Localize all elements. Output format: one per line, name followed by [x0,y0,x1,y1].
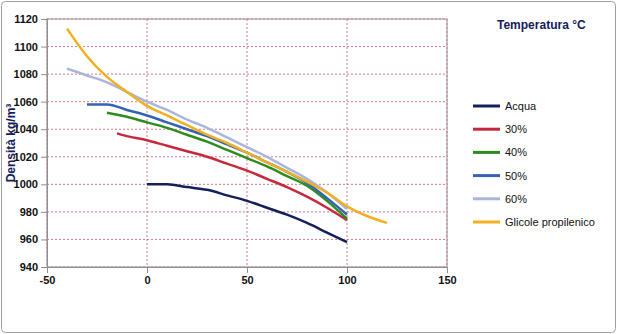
grid-line [347,19,348,267]
y-axis: 940 960 980 1000 1020 1040 1060 1080 1100 1120 [14,13,48,273]
legend-label: Glicole propilenico [505,216,595,228]
tick-label: -50 [40,274,56,286]
chart-container: 9409609801000102010401060108011001120-50… [0,0,617,334]
tick-label: 100 [338,274,356,286]
legend-label: 50% [505,170,527,182]
tick: 980 [20,206,47,218]
tick-mark [41,74,47,75]
chart-svg: 9409609801000102010401060108011001120-50… [0,0,617,334]
legend-label: 60% [505,193,527,205]
grid-line [247,19,248,267]
tick: 1040 [14,123,47,135]
legend-swatch [473,197,500,200]
tick: 1080 [14,68,47,80]
tick: 1060 [14,96,47,108]
tick: 1100 [14,41,47,53]
grid-line [47,46,447,47]
tick-mark [41,129,47,130]
tick: 1000 [14,178,47,190]
tick: 940 [20,261,47,273]
tick-mark [41,184,47,185]
grid-line [447,19,448,267]
legend-label: 30% [505,123,527,135]
tick-mark [41,267,47,268]
tick-mark [41,47,47,48]
grid-line [47,74,447,75]
legend-label: 40% [505,146,527,158]
series-line [67,29,387,223]
series-line [87,104,347,214]
tick-label: 980 [20,206,38,218]
x-axis-title: Temperatura °C [497,18,586,32]
y-axis-title: Densità kg/m³ [4,104,18,183]
tick-mark [447,267,448,273]
legend-swatch [473,174,500,177]
legend-label: Acqua [505,100,537,112]
tick-mark [41,212,47,213]
tick-label: 0 [144,274,150,286]
grid-line [147,19,148,267]
tick-mark [41,239,47,240]
legend-swatch [473,221,500,224]
tick-label: 1080 [14,68,38,80]
grid [47,19,447,267]
tick-mark [247,267,248,273]
tick: 960 [20,233,47,245]
tick-mark [41,19,47,20]
tick-mark [41,102,47,103]
tick-label: 150 [438,274,456,286]
tick-label: 940 [20,261,38,273]
series-line [67,69,347,210]
tick: 150 [438,267,456,286]
tick-label: 50 [241,274,253,286]
chart-frame [2,2,616,333]
tick-mark [147,267,148,273]
tick: 100 [338,267,356,286]
tick-mark [47,267,48,273]
tick: -50 [40,267,56,286]
tick: 50 [241,267,253,286]
grid-line [47,19,48,267]
legend-swatch [473,128,500,131]
tick-label: 960 [20,233,38,245]
tick: 1020 [14,151,47,163]
legend: Acqua 30% 40% 50% 60% Glicole propilenico [473,100,595,228]
tick-label: 1100 [14,41,38,53]
plot-area [47,19,447,267]
series-line [107,113,347,219]
tick-label: 1120 [14,13,38,25]
legend-swatch [473,105,500,108]
lines [67,29,387,243]
axis-line [47,20,48,268]
tick-mark [41,157,47,158]
legend-swatch [473,151,500,154]
x-axis: -50 0 50 100 150 [40,267,457,286]
tick: 1120 [14,13,47,25]
tick-mark [347,267,348,273]
grid-line [47,101,447,102]
tick: 0 [144,267,150,286]
